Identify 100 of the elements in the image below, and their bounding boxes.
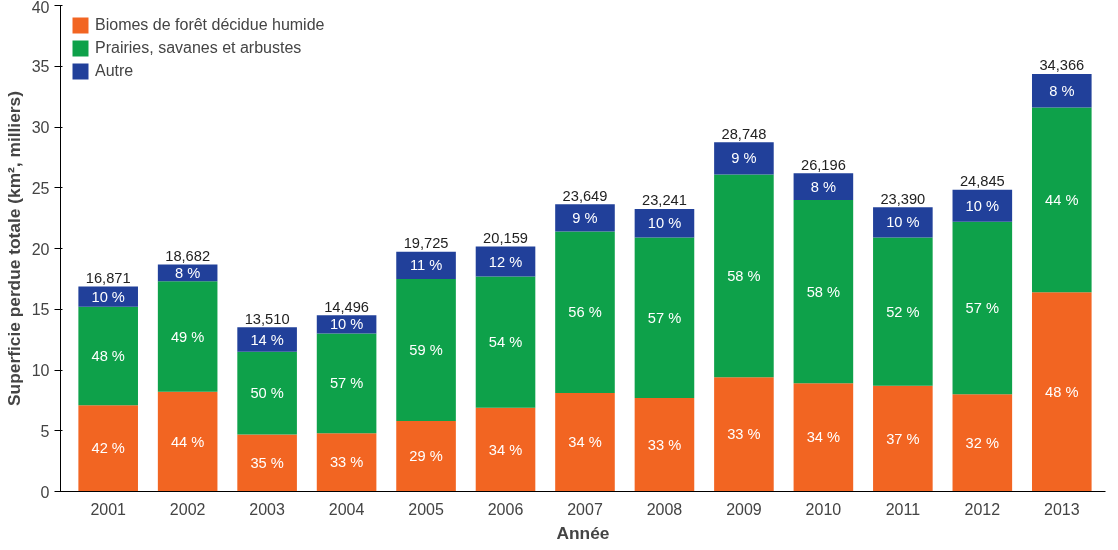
legend-label: Autre bbox=[95, 62, 134, 80]
annotation: 33 % bbox=[329, 454, 364, 471]
annotation: 59 % bbox=[409, 341, 443, 358]
bar bbox=[396, 278, 456, 422]
bar bbox=[555, 231, 615, 394]
annotation: 56 % bbox=[568, 304, 602, 321]
bar bbox=[237, 351, 297, 435]
y-tick-label: 40 bbox=[31, 0, 50, 16]
bar bbox=[157, 391, 218, 492]
annotation: 57 % bbox=[647, 309, 682, 326]
annotation: 10 % bbox=[965, 197, 1000, 214]
bar bbox=[714, 142, 774, 175]
annotation: 58 % bbox=[727, 267, 761, 284]
bar bbox=[714, 174, 774, 378]
bar bbox=[634, 209, 695, 238]
annotation: 52 % bbox=[886, 303, 920, 320]
annotation: 12 % bbox=[488, 253, 523, 270]
annotation: 8 % bbox=[175, 264, 201, 281]
total-label: 16,871 bbox=[85, 269, 131, 286]
total-label: 24,845 bbox=[959, 172, 1005, 189]
total-label: 23,241 bbox=[642, 192, 687, 209]
annotation: 35 % bbox=[250, 454, 284, 471]
x-tick-label: 2002 bbox=[169, 500, 206, 518]
annotation: 42 % bbox=[91, 440, 125, 457]
x-tick-label: 2012 bbox=[964, 500, 1001, 518]
total-label: 26,196 bbox=[800, 156, 846, 173]
annotation: 48 % bbox=[91, 348, 125, 365]
total-label: 28,748 bbox=[721, 125, 767, 142]
annotation: 11 % bbox=[409, 257, 443, 274]
bar bbox=[78, 405, 138, 492]
total-label: 20,159 bbox=[483, 229, 528, 246]
annotation: 58 % bbox=[806, 283, 841, 300]
annotation: 34 % bbox=[568, 434, 602, 451]
bar bbox=[793, 199, 854, 384]
y-tick-label: 25 bbox=[31, 179, 50, 197]
x-tick-label: 2007 bbox=[567, 500, 603, 518]
bar bbox=[237, 434, 297, 492]
y-tick-label: 30 bbox=[31, 119, 50, 136]
bar bbox=[316, 333, 377, 434]
x-tick-label: 2006 bbox=[487, 500, 524, 518]
total-label: 19,725 bbox=[403, 235, 449, 252]
annotation: 9 % bbox=[572, 209, 598, 226]
annotation: 44 % bbox=[170, 433, 205, 450]
annotation: 57 % bbox=[329, 375, 364, 392]
bar bbox=[952, 221, 1013, 395]
y-tick-label: 15 bbox=[31, 301, 50, 319]
annotation: 34 % bbox=[806, 429, 841, 446]
annotation: 32 % bbox=[965, 434, 1000, 451]
total-label: 14,496 bbox=[324, 298, 369, 315]
bar bbox=[714, 377, 774, 492]
bar bbox=[1031, 73, 1092, 108]
y-tick-label: 20 bbox=[31, 240, 50, 258]
bar bbox=[1031, 107, 1092, 293]
bar bbox=[793, 173, 854, 200]
total-label: 34,366 bbox=[1039, 57, 1085, 74]
y-tick-label: 5 bbox=[40, 422, 50, 440]
annotation: 44 % bbox=[1045, 191, 1079, 208]
bar bbox=[1031, 292, 1092, 492]
y-tick-label: 10 bbox=[31, 362, 50, 379]
total-label: 23,390 bbox=[880, 190, 926, 207]
annotation: 50 % bbox=[250, 385, 284, 402]
annotation: 57 % bbox=[965, 300, 1000, 317]
y-tick-label: 0 bbox=[40, 483, 50, 501]
legend-label: Biomes de forêt décidue humide bbox=[95, 16, 325, 34]
y-tick-label: 35 bbox=[31, 58, 50, 76]
annotation: 8 % bbox=[810, 178, 837, 195]
annotation: 33 % bbox=[647, 436, 682, 453]
annotation: 10 % bbox=[91, 288, 125, 305]
annotation: 37 % bbox=[886, 430, 920, 447]
bar bbox=[316, 433, 377, 492]
x-tick-label: 2009 bbox=[726, 500, 762, 518]
x-tick-label: 2004 bbox=[328, 500, 365, 518]
total-label: 13,510 bbox=[244, 310, 290, 327]
bar bbox=[873, 237, 933, 386]
annotation: 8 % bbox=[1049, 82, 1075, 99]
x-tick-label: 2011 bbox=[885, 500, 921, 518]
annotation: 49 % bbox=[170, 328, 205, 345]
annotation: 48 % bbox=[1045, 383, 1079, 400]
bar bbox=[634, 397, 695, 492]
annotation: 54 % bbox=[488, 334, 523, 351]
annotation: 29 % bbox=[409, 448, 443, 465]
bar bbox=[475, 407, 536, 492]
x-tick-label: 2013 bbox=[1044, 500, 1080, 518]
annotation: 34 % bbox=[488, 441, 523, 458]
bar bbox=[475, 276, 536, 408]
bar bbox=[396, 421, 456, 492]
legend-label: Prairies, savanes et arbustes bbox=[95, 39, 302, 57]
bar bbox=[555, 393, 615, 492]
bar bbox=[873, 207, 933, 238]
x-axis-title: Année bbox=[556, 522, 610, 543]
bar bbox=[555, 204, 615, 232]
annotation: 10 % bbox=[329, 316, 364, 333]
annotation: 10 % bbox=[886, 214, 920, 231]
total-label: 23,649 bbox=[562, 187, 608, 204]
x-tick-label: 2001 bbox=[90, 500, 127, 518]
annotation: 14 % bbox=[250, 331, 284, 348]
annotation: 9 % bbox=[731, 150, 757, 167]
bar bbox=[396, 251, 456, 279]
x-tick-label: 2010 bbox=[805, 500, 842, 518]
annotation: 33 % bbox=[727, 426, 761, 443]
